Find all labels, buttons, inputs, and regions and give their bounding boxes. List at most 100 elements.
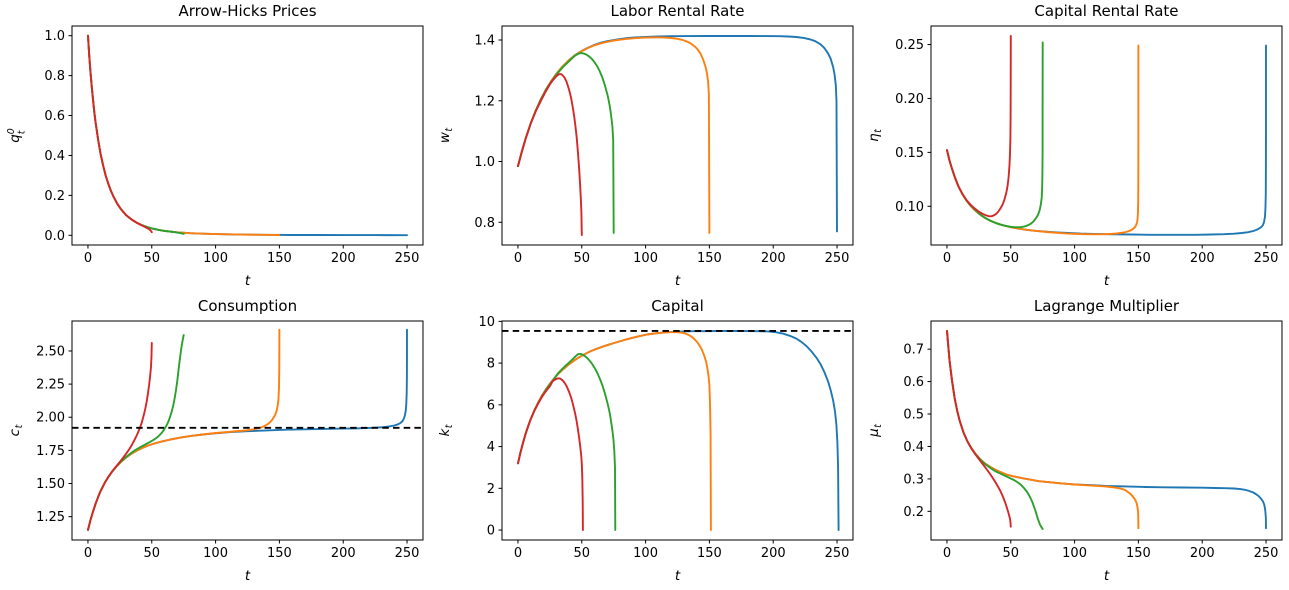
x-tick-label: 50 [144, 251, 161, 266]
x-tick-label: 0 [84, 251, 92, 266]
y-tick-label: 0 [486, 524, 494, 539]
x-tick-label: 200 [760, 546, 785, 561]
x-tick-label: 200 [331, 546, 356, 561]
y-tick-label: 0.4 [904, 440, 925, 455]
series-line-horizon-50 [516, 377, 584, 531]
y-tick-label: 2.00 [36, 411, 65, 426]
y-tick-label: 0.8 [474, 216, 495, 231]
x-tick-label: 50 [144, 546, 161, 561]
x-axis-label: t [674, 568, 680, 584]
y-tick-label: 8 [486, 357, 494, 372]
chart-title: Lagrange Multiplier [1034, 297, 1180, 315]
y-tick-label: 0.10 [895, 200, 924, 215]
y-tick-label: 1.50 [36, 477, 65, 492]
series-line-horizon-50 [87, 34, 153, 234]
capital-chart: 0 50 100 150 200 250 0 2 4 6 8 10 Capital t kt [437, 297, 854, 584]
y-tick-label: 10 [478, 315, 495, 330]
chart-title: Consumption [198, 297, 297, 315]
x-tick-label: 50 [1003, 251, 1020, 266]
y-tick-label: 0.7 [904, 343, 925, 358]
x-tick-label: 0 [943, 546, 951, 561]
y-tick-label: 1.4 [474, 34, 495, 49]
series-group [516, 35, 838, 236]
axes-frame [930, 25, 1283, 246]
y-tick-label: 0.4 [44, 149, 65, 164]
series-line-horizon-75 [87, 334, 185, 531]
lagrange-multiplier-chart: 0 50 100 150 200 250 0.2 0.3 0.4 0.5 0.6 0.7 Lagrang… [866, 297, 1283, 584]
y-axis-label: μt [866, 423, 884, 438]
series-line-horizon-75 [87, 34, 185, 235]
y-tick-label: 1.0 [474, 155, 495, 170]
x-axis-label: t [245, 568, 251, 584]
series-line-horizon-150 [946, 330, 1140, 530]
x-tick-label: 100 [1062, 251, 1087, 266]
series-line-horizon-50 [87, 342, 153, 531]
y-axis-label: ηt [866, 128, 884, 142]
x-tick-label: 50 [573, 251, 590, 266]
x-tick-label: 0 [943, 251, 951, 266]
y-tick-label: 0.0 [44, 229, 65, 244]
subplot-labor-rental-rate: 0 50 100 150 200 250 0.8 1.0 1.2 1.4 Labor Rental … [430, 0, 860, 295]
y-tick-label: 0.2 [904, 505, 925, 520]
chart-title: Arrow-Hicks Prices [178, 2, 316, 20]
x-tick-label: 0 [84, 546, 92, 561]
y-tick-label: 0.15 [895, 146, 924, 161]
series-line-horizon-75 [946, 330, 1044, 530]
chart-title: Labor Rental Rate [610, 2, 744, 20]
x-tick-label: 150 [267, 546, 292, 561]
series-group [516, 330, 840, 531]
y-tick-label: 6 [486, 398, 494, 413]
y-tick-label: 1.25 [36, 510, 65, 525]
y-tick-label: 0.6 [44, 109, 65, 124]
series-line-horizon-50 [946, 34, 1013, 218]
series-group [946, 330, 1268, 530]
series-group [87, 34, 408, 237]
x-axis-label: t [245, 273, 251, 289]
x-axis-label: t [1104, 568, 1110, 584]
y-axis-label: wt [437, 127, 455, 144]
x-tick-label: 0 [513, 251, 521, 266]
y-tick-label: 0.20 [895, 92, 924, 107]
y-axis-label: ct [7, 423, 25, 436]
labor-rental-rate-chart: 0 50 100 150 200 250 0.8 1.0 1.2 1.4 Labor Rental … [437, 2, 854, 289]
x-tick-label: 100 [203, 251, 228, 266]
y-tick-label: 0.6 [904, 375, 925, 390]
series-line-horizon-75 [946, 41, 1044, 229]
x-tick-label: 200 [331, 251, 356, 266]
series-line-horizon-50 [516, 73, 583, 236]
y-tick-label: 1.2 [474, 94, 495, 109]
x-tick-label: 150 [697, 546, 722, 561]
y-tick-label: 2.25 [36, 378, 65, 393]
y-tick-label: 0.25 [895, 38, 924, 53]
x-tick-label: 100 [1062, 546, 1087, 561]
axes-frame [930, 320, 1283, 541]
axes-frame [71, 320, 424, 541]
x-axis-label: t [1104, 273, 1110, 289]
series-group [87, 328, 408, 531]
series-line-horizon-250 [946, 330, 1268, 530]
series-line-horizon-250 [516, 330, 840, 531]
y-tick-label: 1.75 [36, 444, 65, 459]
x-tick-label: 250 [824, 546, 849, 561]
subplot-capital: 0 50 100 150 200 250 0 2 4 6 8 10 Capital t kt [430, 295, 860, 590]
x-tick-label: 150 [1126, 251, 1151, 266]
subplot-consumption: 0 50 100 150 200 250 1.25 1.50 1.75 2.00 2.25 2.50 C… [0, 295, 430, 590]
x-tick-label: 250 [395, 546, 420, 561]
x-tick-label: 100 [633, 546, 658, 561]
x-tick-label: 0 [513, 546, 521, 561]
y-tick-label: 4 [486, 440, 494, 455]
y-axis-label: q0t [6, 128, 27, 143]
series-line-horizon-150 [87, 34, 281, 237]
series-line-horizon-250 [87, 34, 408, 237]
x-tick-label: 200 [1190, 546, 1215, 561]
x-tick-label: 100 [633, 251, 658, 266]
series-line-horizon-250 [946, 44, 1268, 236]
arrow-hicks-prices-chart: 0 50 100 150 200 250 0.0 0.2 0.4 0.6 0.8 1.0 Arrow-H… [6, 2, 424, 289]
x-tick-label: 50 [1003, 546, 1020, 561]
axes-frame [501, 25, 854, 246]
y-tick-label: 0.2 [44, 189, 65, 204]
subplot-arrow-hicks-prices: 0 50 100 150 200 250 0.0 0.2 0.4 0.6 0.8 1.0 Arrow-H… [0, 0, 430, 295]
x-tick-label: 150 [697, 251, 722, 266]
y-axis-label: kt [437, 423, 455, 436]
